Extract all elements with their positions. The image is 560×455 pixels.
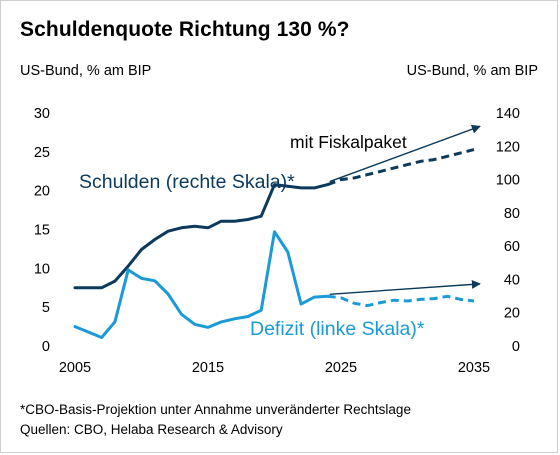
left-tick-label: 15	[34, 223, 50, 239]
right-tick-label: 20	[504, 306, 520, 322]
right-tick-label: 60	[504, 239, 520, 255]
right-tick-label: 40	[504, 272, 520, 288]
left-tick-label: 0	[42, 339, 50, 355]
annotation-fiskalpaket: mit Fiskalpaket	[290, 132, 407, 152]
source-text: Quellen: CBO, Helaba Research & Advisory	[20, 422, 283, 437]
arrow-deficit-fiscal-package	[329, 279, 481, 295]
chart-title: Schuldenquote Richtung 130 %?	[20, 18, 350, 41]
right-tick-label: 0	[512, 339, 520, 355]
x-tick-label: 2035	[458, 360, 490, 376]
series-line-debt-historical	[73, 183, 330, 290]
series-line-deficit-historical	[73, 230, 330, 339]
x-tick-label: 2025	[325, 360, 357, 376]
right-axis-unit: US-Bund, % am BIP	[406, 63, 538, 79]
annotation-deficit-series: Defizit (linke Skala)*	[250, 318, 425, 340]
series-line-deficit-projection	[327, 294, 475, 308]
arrow-debt-fiscal-package	[329, 124, 481, 183]
left-tick-label: 25	[34, 145, 50, 161]
right-tick-label: 120	[496, 139, 520, 155]
left-tick-label: 30	[34, 106, 50, 122]
right-tick-label: 140	[496, 106, 520, 122]
footnote-text: *CBO-Basis-Projektion unter Annahme unve…	[20, 402, 411, 417]
annotation-debt-series: Schulden (rechte Skala)*	[79, 171, 295, 193]
right-tick-label: 80	[504, 206, 520, 222]
left-axis-unit: US-Bund, % am BIP	[20, 63, 152, 79]
footnote-block: *CBO-Basis-Projektion unter Annahme unve…	[20, 400, 411, 440]
left-tick-label: 5	[42, 300, 50, 316]
x-tick-label: 2015	[192, 360, 224, 376]
left-tick-label: 20	[34, 184, 50, 200]
x-tick-label: 2005	[59, 360, 91, 376]
left-tick-label: 10	[34, 261, 50, 277]
right-tick-label: 100	[496, 173, 520, 189]
